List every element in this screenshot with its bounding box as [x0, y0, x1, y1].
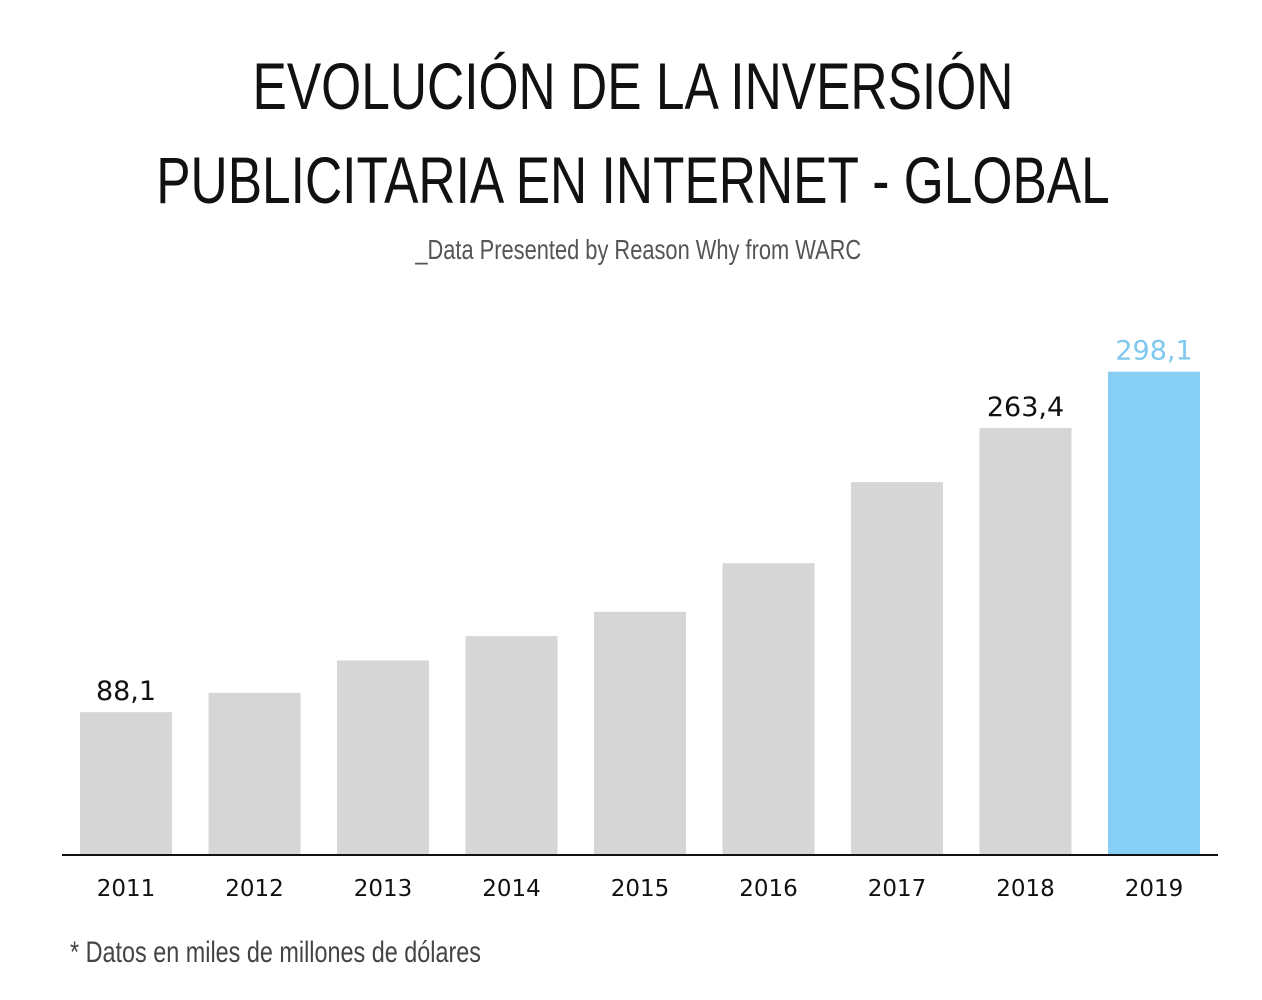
- chart-title-line-1: EVOLUCIÓN DE LA INVERSIÓN: [252, 49, 1014, 123]
- x-tick-label-2011: 2011: [97, 876, 156, 902]
- bar-2012: [208, 692, 301, 855]
- x-tick-label-2012: 2012: [225, 876, 284, 902]
- x-tick-label-2019: 2019: [1125, 876, 1184, 902]
- x-tick-label-2017: 2017: [868, 876, 927, 902]
- chart-subtitle: _Data Presented by Reason Why from WARC: [415, 234, 862, 265]
- bar-2015: [594, 611, 686, 855]
- x-tick-label-2013: 2013: [354, 876, 413, 902]
- bar-2018: [979, 427, 1072, 855]
- chart-title-line-2: PUBLICITARIA EN INTERNET - GLOBAL: [156, 143, 1110, 217]
- bar-2016: [722, 563, 815, 855]
- bar-2013: [337, 660, 429, 855]
- data-label-2018: 263,4: [987, 392, 1064, 423]
- x-tick-label-2014: 2014: [482, 876, 541, 902]
- bar-2014: [465, 636, 558, 855]
- x-tick-label-2015: 2015: [611, 876, 670, 902]
- bar-2011: [80, 712, 172, 855]
- data-label-2019: 298,1: [1115, 336, 1192, 367]
- x-tick-label-2018: 2018: [996, 876, 1055, 902]
- data-label-2011: 88,1: [96, 676, 156, 707]
- x-tick-label-2016: 2016: [739, 876, 798, 902]
- chart-footnote: * Datos en miles de millones de dólares: [70, 936, 482, 969]
- bar-2017: [851, 482, 943, 855]
- bar-2019: [1108, 371, 1200, 855]
